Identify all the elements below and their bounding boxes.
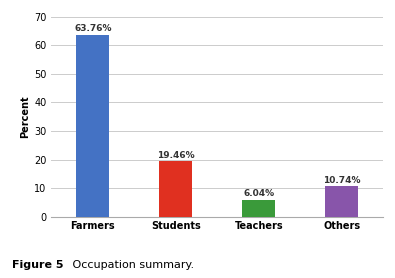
Text: 10.74%: 10.74%: [323, 176, 360, 185]
Y-axis label: Percent: Percent: [20, 95, 30, 138]
Bar: [242, 200, 275, 217]
Text: 63.76%: 63.76%: [74, 24, 111, 33]
Text: Occupation summary.: Occupation summary.: [69, 260, 194, 270]
Bar: [325, 186, 358, 217]
Text: 6.04%: 6.04%: [243, 189, 274, 198]
Bar: [159, 161, 192, 217]
Bar: [76, 34, 109, 217]
Text: Figure 5: Figure 5: [12, 260, 63, 270]
Text: 19.46%: 19.46%: [157, 151, 195, 160]
